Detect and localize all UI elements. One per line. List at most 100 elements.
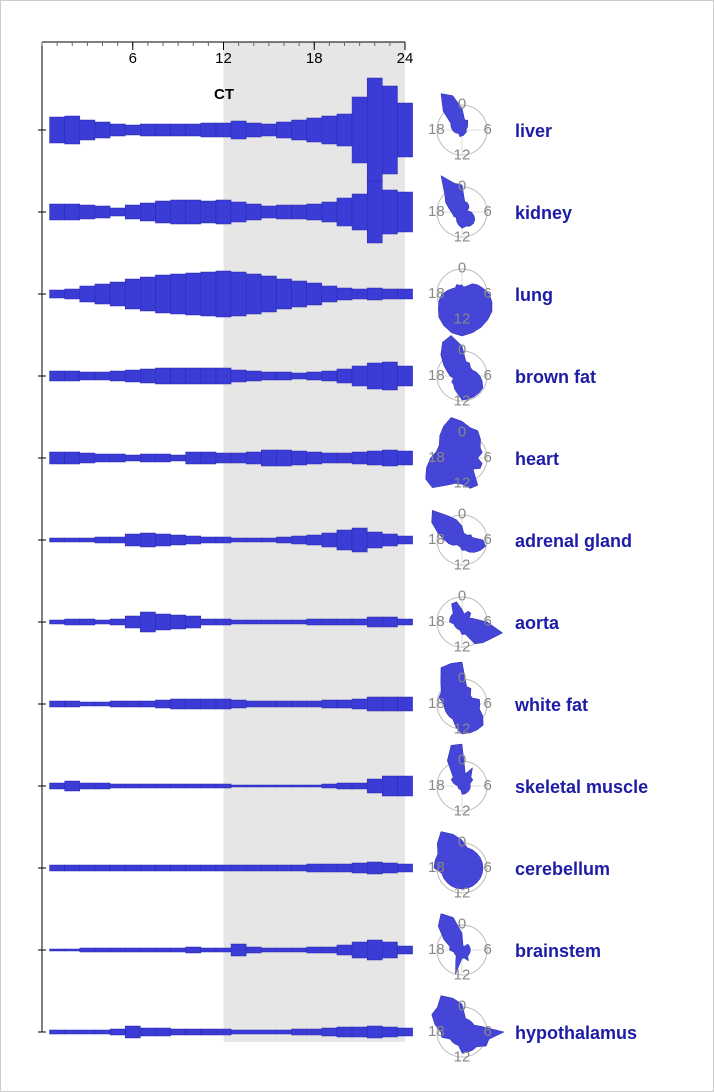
bar [79, 204, 96, 220]
bar [382, 361, 398, 391]
radar-tick-label: 6 [483, 613, 491, 630]
bar [109, 370, 126, 382]
x-tick-label: 24 [397, 50, 414, 67]
bar [366, 362, 383, 390]
bar [261, 537, 277, 543]
radar-tick-label: 12 [454, 721, 471, 738]
bar [351, 451, 368, 465]
bar [291, 700, 307, 708]
bar [382, 533, 398, 547]
bar [140, 368, 156, 384]
bar [185, 123, 202, 137]
bar [109, 1028, 126, 1036]
radar-shape [438, 661, 484, 735]
radar-tick-label: 12 [454, 803, 471, 820]
bar [94, 619, 111, 625]
bar [215, 783, 232, 789]
radar-tick-label: 0 [458, 423, 466, 440]
bar [321, 285, 338, 303]
bar [94, 283, 111, 305]
bar [291, 450, 307, 466]
bar [170, 123, 186, 137]
bar [170, 864, 186, 872]
bar [200, 200, 217, 224]
bar [155, 367, 171, 385]
bar [397, 535, 413, 545]
bar [336, 863, 353, 873]
x-tick-label: 18 [306, 50, 323, 67]
bar [306, 618, 323, 626]
bar [200, 367, 217, 385]
bar [155, 783, 171, 789]
bar [397, 1027, 413, 1037]
bar [261, 449, 277, 467]
bar [49, 782, 65, 790]
bar [261, 864, 277, 872]
radar-tick-label: 6 [483, 285, 491, 302]
bar [230, 452, 247, 464]
bar [49, 948, 65, 952]
bar [124, 615, 141, 629]
bar [124, 947, 141, 953]
bar [200, 618, 217, 626]
radar-shape [440, 93, 468, 138]
bar [49, 370, 65, 382]
bar [170, 454, 186, 462]
bar [366, 77, 383, 183]
bar [382, 189, 398, 235]
radar-tick-label: 12 [454, 229, 471, 246]
bar [291, 784, 307, 788]
bar [140, 276, 156, 312]
bar [200, 271, 217, 317]
bar [336, 782, 353, 790]
bar [140, 453, 156, 463]
bar [366, 287, 383, 301]
bar [291, 864, 307, 872]
radar-tick-label: 0 [458, 997, 466, 1014]
bar [155, 699, 171, 709]
bar [230, 271, 247, 317]
bar [49, 619, 65, 625]
legend-label: adrenal gland [515, 531, 632, 551]
bar [276, 864, 292, 872]
bar [215, 122, 232, 138]
bar [306, 203, 323, 221]
bar [351, 1026, 368, 1038]
bar [245, 619, 262, 625]
bar [79, 119, 96, 141]
bar [306, 946, 323, 954]
bar [79, 285, 96, 303]
radar-tick-label: 12 [454, 557, 471, 574]
radar-shape [431, 995, 505, 1054]
bar [200, 698, 217, 710]
bar [155, 1027, 171, 1037]
radar-tick-label: 6 [483, 859, 491, 876]
bar [140, 611, 156, 633]
radar-tick-label: 12 [454, 1049, 471, 1066]
bar [79, 371, 96, 381]
bar [124, 369, 141, 383]
legend-label: hypothalamus [515, 1023, 637, 1043]
legend-label: brainstem [515, 941, 601, 961]
radar-tick-label: 6 [483, 941, 491, 958]
legend-label: white fat [514, 695, 588, 715]
radar-tick-label: 18 [428, 367, 445, 384]
bar [64, 780, 81, 792]
bar [382, 85, 398, 175]
bar [382, 941, 398, 959]
bar [382, 616, 398, 628]
bar [200, 947, 217, 953]
bar [140, 864, 156, 872]
bar [185, 272, 202, 316]
bar [351, 941, 368, 959]
bar [230, 784, 247, 788]
bar [170, 273, 186, 315]
legend-label: heart [515, 449, 559, 469]
bar [245, 370, 262, 382]
bar [397, 696, 413, 712]
radar-shape [433, 831, 484, 890]
bar [321, 201, 338, 223]
bar [215, 618, 232, 626]
bar [336, 618, 353, 626]
bar [79, 701, 96, 707]
